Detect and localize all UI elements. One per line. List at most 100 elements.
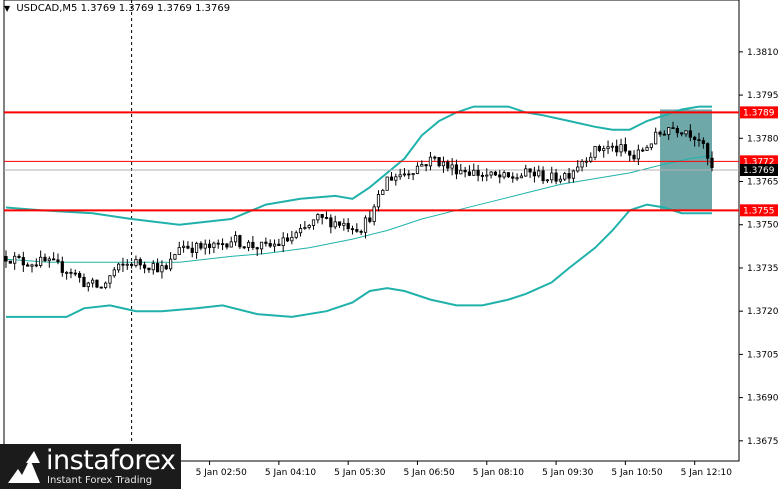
- candle-body: [580, 161, 584, 168]
- candle-body: [476, 169, 480, 176]
- candle-body: [680, 132, 684, 135]
- price-label-middle: 1.3772: [743, 157, 775, 167]
- candle-body: [99, 286, 103, 289]
- candle-body: [459, 169, 463, 175]
- candle-body: [550, 172, 554, 181]
- candle-body: [658, 131, 662, 135]
- candle-body: [277, 243, 281, 247]
- candle-body: [181, 245, 186, 248]
- candle-body: [693, 136, 697, 141]
- candle-body: [324, 217, 329, 219]
- candle-body: [346, 222, 350, 230]
- candle-body: [498, 174, 502, 178]
- plot-area: [3, 0, 740, 462]
- candle-body: [281, 237, 285, 247]
- plot-frame: [3, 0, 740, 462]
- candle-body: [493, 171, 498, 176]
- candle-body: [368, 217, 372, 222]
- time-tick-label: 5 Jan 05:30: [334, 468, 386, 478]
- candle-body: [333, 221, 337, 228]
- candle-body: [619, 144, 623, 153]
- candle-body: [95, 279, 99, 288]
- candle-body: [17, 255, 21, 258]
- candle-body: [342, 222, 346, 226]
- candle-body: [372, 206, 376, 222]
- candle-body: [138, 259, 142, 266]
- candle-body: [554, 172, 558, 182]
- candle-body: [654, 131, 658, 145]
- time-tick-label: 5 Jan 10:50: [611, 468, 663, 478]
- candle-body: [563, 173, 567, 180]
- candle-body: [34, 264, 38, 267]
- candle-body: [212, 242, 216, 248]
- candle-body: [589, 156, 593, 162]
- candle-body: [225, 243, 229, 248]
- candle-body: [78, 273, 82, 278]
- candle-body: [311, 219, 316, 226]
- candle-body: [511, 176, 515, 179]
- candle-body: [112, 269, 116, 277]
- candle-body: [558, 178, 563, 182]
- candle-body: [710, 157, 714, 168]
- candle-body: [177, 247, 181, 255]
- candle-body: [4, 256, 8, 262]
- candle-body: [506, 172, 511, 178]
- candle-body: [190, 247, 194, 253]
- candle-body: [86, 282, 90, 288]
- menu-arrow-icon[interactable]: ▼: [4, 4, 11, 13]
- candle-body: [424, 164, 428, 167]
- candle-body: [415, 165, 420, 174]
- candle-body: [73, 272, 77, 275]
- candle-body: [545, 179, 550, 182]
- candle-body: [173, 254, 177, 260]
- candle-body: [21, 257, 25, 266]
- watermark-tagline: Instant Forex Trading: [47, 475, 153, 486]
- candle-body: [394, 176, 398, 181]
- candle-body: [39, 256, 43, 266]
- candle-body: [420, 164, 424, 167]
- candle-body: [147, 267, 151, 271]
- candle-body: [524, 168, 528, 177]
- instaforex-logo-icon: [8, 451, 40, 483]
- candle-body: [615, 145, 619, 153]
- candle-body: [528, 168, 532, 173]
- candle-body: [30, 264, 34, 267]
- candle-body: [194, 242, 199, 253]
- candle-body: [472, 169, 476, 176]
- price-label-resistance-box: [740, 106, 778, 119]
- candle-body: [69, 271, 73, 274]
- price-tick-label: 1.3795: [747, 91, 779, 101]
- candle-body: [264, 241, 268, 244]
- candle-body: [454, 164, 459, 175]
- candle-body: [411, 173, 415, 175]
- candle-body: [606, 146, 610, 149]
- candle-body: [697, 139, 701, 142]
- candle-body: [329, 217, 333, 228]
- candle-body: [350, 228, 355, 231]
- candle-body: [229, 241, 233, 248]
- candle-body: [151, 263, 155, 271]
- candle-body: [285, 237, 290, 242]
- candle-body: [480, 175, 485, 177]
- candle-body: [65, 271, 69, 274]
- candle-body: [259, 241, 264, 250]
- candle-body: [255, 247, 259, 250]
- candle-body: [576, 166, 580, 172]
- candle-body: [519, 175, 524, 179]
- time-tick-label: 5 Jan 12:10: [681, 468, 733, 478]
- candle-body: [125, 263, 129, 266]
- candle-body: [363, 217, 368, 233]
- candle-body: [242, 246, 246, 249]
- candle-body: [307, 225, 311, 228]
- candle-body: [628, 150, 632, 156]
- price-tick-label: 1.3675: [747, 437, 779, 447]
- candle-body: [385, 176, 389, 191]
- candle-body: [389, 176, 394, 181]
- candle-body: [168, 258, 173, 270]
- candle-body: [649, 143, 653, 148]
- candle-body: [52, 258, 56, 261]
- candle-body: [320, 214, 324, 218]
- candle-body: [567, 173, 571, 179]
- candle-body: [268, 243, 272, 247]
